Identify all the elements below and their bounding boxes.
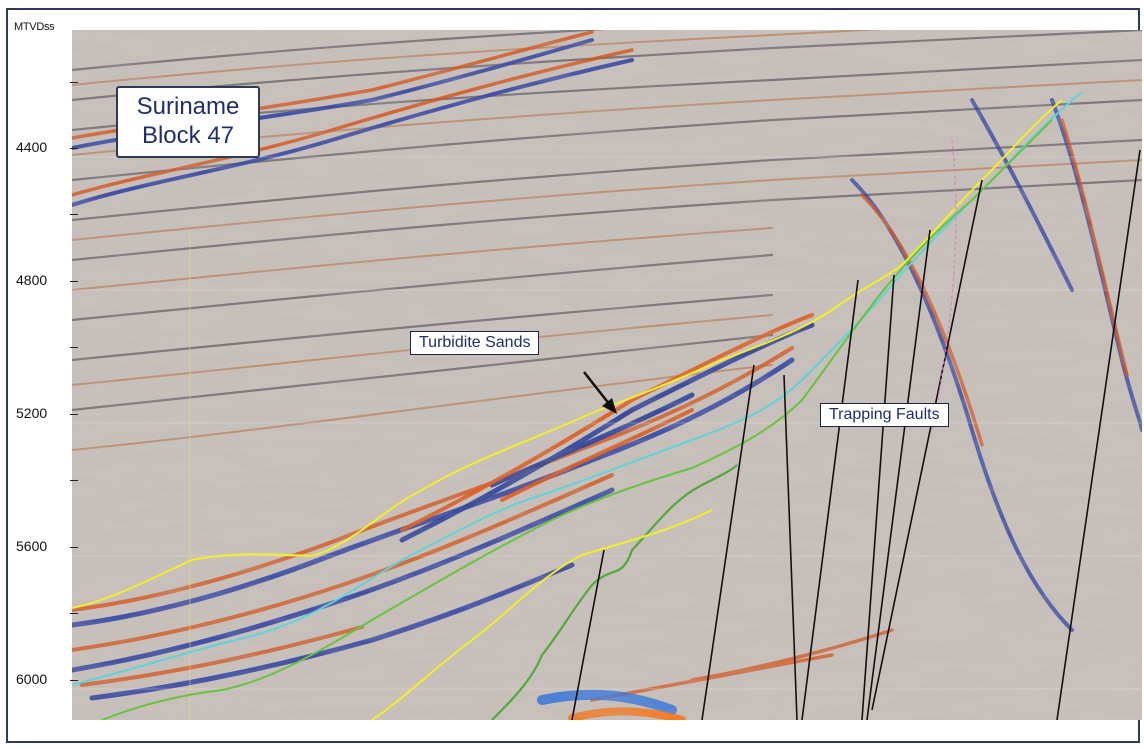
horizon-green: [101, 119, 1053, 720]
depth-tick-mark: [70, 414, 78, 415]
depth-tick-mark: [70, 148, 78, 149]
turbidite-sands-callout: Turbidite Sands: [410, 331, 540, 355]
depth-tick-mark: [70, 547, 78, 548]
horizon-cyan: [72, 91, 1083, 686]
depth-tick-mark: [70, 214, 78, 215]
block-title-line2: Block 47: [141, 122, 235, 149]
trapping-faults: [571, 149, 1141, 720]
depth-tick-label: 6000: [16, 671, 48, 687]
depth-tick-mark: [70, 281, 78, 282]
depth-unit-label: MTVDss: [14, 21, 55, 33]
depth-tick-label: 5600: [16, 538, 48, 554]
depth-tick-mark: [70, 480, 78, 481]
block-title-line1: Suriname: [136, 93, 240, 120]
depth-tick-label: 5200: [16, 405, 48, 421]
horizon-yellow-lower: [371, 509, 713, 720]
horizon-yellow-upper: [72, 99, 1063, 609]
depth-gridlines: [72, 156, 1142, 690]
depth-tick-label: 4400: [16, 139, 48, 155]
depth-tick-mark: [70, 82, 78, 83]
depth-tick-label: 4800: [16, 272, 48, 288]
turbidite-arrow: [583, 371, 617, 414]
block-title: Suriname Block 47: [116, 86, 260, 158]
figure-frame: MTVDss 4400 4800 5200 5600 6000 Suriname…: [6, 8, 1142, 743]
depth-tick-mark: [70, 347, 78, 348]
fault-trace-pink: [931, 139, 957, 431]
depth-tick-mark: [70, 680, 78, 681]
depth-tick-mark: [70, 613, 78, 614]
horizon-green-lower: [491, 464, 738, 720]
trapping-faults-callout: Trapping Faults: [820, 403, 949, 427]
